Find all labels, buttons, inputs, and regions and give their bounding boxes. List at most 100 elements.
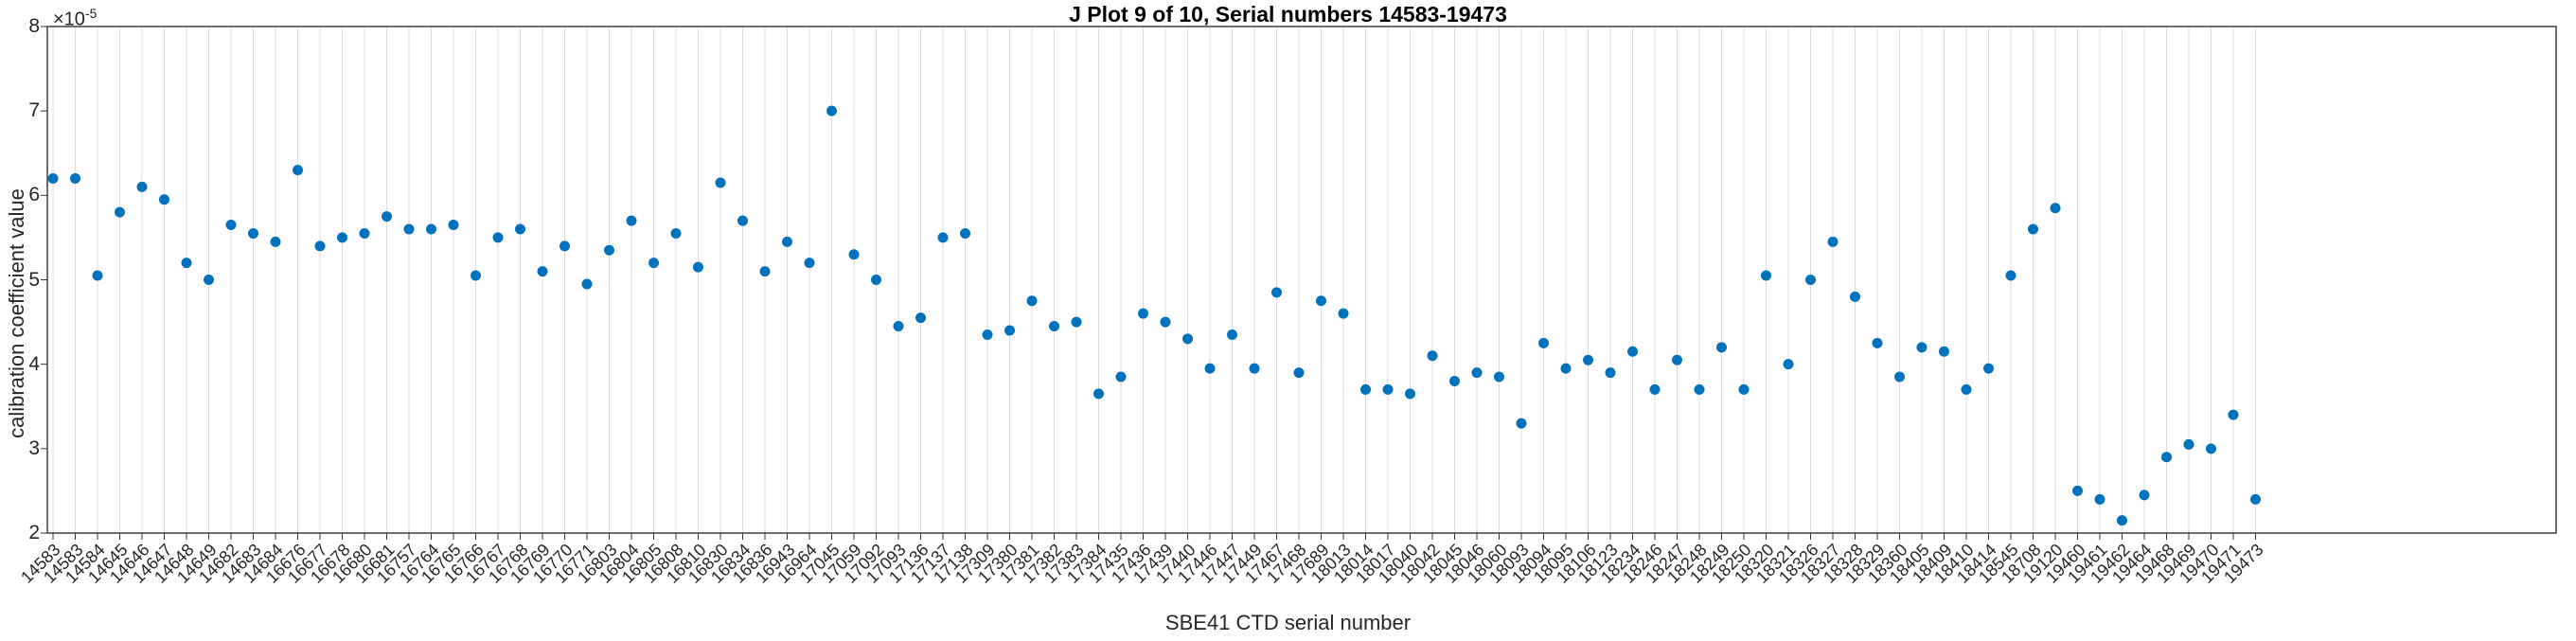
- data-point: [581, 278, 593, 290]
- data-point: [1316, 295, 1326, 307]
- data-point: [2206, 443, 2216, 454]
- data-point: [893, 321, 904, 332]
- data-point: [1026, 295, 1038, 307]
- data-point: [1494, 371, 1504, 383]
- data-point: [2183, 438, 2194, 450]
- figure-title: J Plot 9 of 10, Serial numbers 14583-194…: [1069, 2, 1507, 27]
- data-point: [1138, 308, 1148, 319]
- data-point: [2117, 515, 2127, 526]
- data-point: [136, 181, 148, 192]
- data-point: [1694, 383, 1705, 395]
- data-point: [1182, 333, 1193, 345]
- data-point: [648, 258, 659, 269]
- data-point: [782, 236, 792, 247]
- data-point: [1271, 287, 1282, 298]
- data-point: [871, 275, 881, 285]
- data-point: [1583, 354, 1593, 365]
- data-point: [670, 227, 682, 239]
- data-point: [1850, 291, 1860, 302]
- data-point: [1204, 363, 1216, 374]
- data-point: [759, 266, 771, 277]
- data-point: [225, 220, 237, 231]
- data-point: [1672, 354, 1682, 365]
- data-point: [47, 173, 59, 184]
- y-scale-exponent: -5: [84, 6, 98, 21]
- data-point: [1605, 367, 1616, 379]
- data-point: [492, 232, 504, 243]
- data-point: [1071, 316, 1082, 328]
- data-point: [1872, 337, 1883, 348]
- data-point: [848, 249, 860, 260]
- data-point: [2072, 485, 2083, 496]
- data-point: [1249, 363, 1260, 374]
- data-point: [471, 270, 481, 281]
- data-point: [1916, 342, 1928, 353]
- data-point: [1894, 371, 1905, 383]
- data-point: [181, 258, 192, 269]
- data-point: [737, 215, 748, 226]
- data-point: [1716, 342, 1727, 353]
- data-point: [515, 223, 525, 235]
- y-scale-base: ×10: [53, 9, 85, 30]
- data-point: [403, 223, 415, 235]
- data-point: [1805, 275, 1816, 285]
- data-point: [70, 173, 80, 184]
- y-tick-label: 7: [28, 99, 40, 122]
- axes-frame: [46, 26, 2557, 534]
- x-axis-label: SBE41 CTD serial number: [1164, 611, 1412, 634]
- data-point: [115, 206, 125, 218]
- data-point: [382, 211, 392, 223]
- y-tick-label: 3: [28, 436, 40, 459]
- data-point: [293, 165, 303, 176]
- data-point: [1983, 363, 1994, 374]
- data-point: [2005, 270, 2016, 281]
- data-point: [2161, 452, 2172, 463]
- data-point: [1338, 308, 1349, 319]
- data-point: [1649, 383, 1661, 395]
- y-tick-label: 4: [28, 352, 40, 375]
- data-point: [1560, 363, 1572, 374]
- data-point: [960, 227, 970, 239]
- data-point: [1783, 359, 1794, 370]
- data-point: [1115, 371, 1127, 383]
- data-point: [1227, 329, 1237, 340]
- data-point: [982, 329, 993, 340]
- data-point: [204, 275, 214, 285]
- data-point: [448, 220, 459, 231]
- data-point: [1360, 383, 1371, 395]
- data-point: [426, 223, 436, 235]
- y-axis-scale-label: ×10-5: [53, 6, 97, 31]
- data-point: [337, 232, 347, 243]
- data-point: [1538, 337, 1549, 348]
- data-point: [2094, 493, 2105, 505]
- data-point: [1516, 418, 1527, 429]
- data-point: [270, 236, 281, 247]
- data-point: [1049, 321, 1059, 332]
- data-point: [92, 270, 103, 281]
- data-point: [915, 312, 926, 324]
- data-point: [2028, 223, 2038, 235]
- data-point: [1405, 388, 1415, 400]
- data-point: [2139, 490, 2150, 501]
- data-point: [1961, 383, 1972, 395]
- data-point: [715, 177, 726, 188]
- data-point: [1627, 346, 1638, 357]
- data-point: [826, 105, 837, 116]
- data-point: [159, 194, 169, 205]
- data-point: [1939, 346, 1949, 357]
- data-point: [1449, 376, 1460, 386]
- data-point: [937, 232, 949, 243]
- data-point: [537, 266, 548, 277]
- data-point: [626, 215, 637, 226]
- data-point: [2228, 409, 2239, 420]
- data-point: [2250, 493, 2261, 505]
- data-point: [359, 227, 370, 239]
- data-point: [693, 261, 703, 273]
- data-point: [1427, 350, 1438, 362]
- data-point: [2050, 203, 2061, 214]
- y-tick-label: 8: [28, 15, 40, 37]
- data-point: [1293, 367, 1305, 379]
- data-point: [1738, 383, 1750, 395]
